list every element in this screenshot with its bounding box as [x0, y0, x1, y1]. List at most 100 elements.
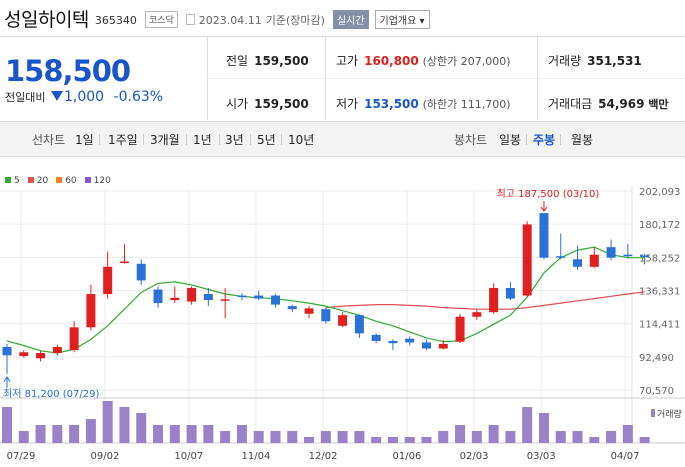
- volume-bar: [438, 431, 449, 443]
- stat-unit: 백만: [648, 98, 669, 111]
- quote-date: 2023.04.11: [198, 13, 262, 27]
- chart-period-tabs: 선차트 1일 1주일 3개월 1년 3년 5년 10년 봉차트 일봉 주봉 월봉: [0, 121, 685, 157]
- tab-1day[interactable]: 1일: [75, 133, 94, 147]
- candle: [589, 254, 599, 267]
- stat-value: 159,500: [254, 97, 309, 111]
- stat-value: 160,800: [364, 54, 419, 68]
- candle: [338, 315, 348, 326]
- high-annotation: 최고 187,500 (03/10): [497, 188, 600, 200]
- volume-bar: [488, 425, 499, 443]
- y-tick-label: 92,490: [639, 353, 674, 364]
- legend-label: 120: [93, 176, 111, 186]
- stock-header: 성일하이텍 365340 코스닥 2023.04.11 기준(장마감) 실시간 …: [0, 0, 685, 36]
- volume-bar: [203, 425, 214, 443]
- company-overview-button[interactable]: 기업개요 ▾: [374, 10, 430, 29]
- legend-swatch: [5, 177, 11, 183]
- candle: [86, 294, 96, 328]
- stat-label: 거래량: [548, 54, 582, 68]
- tab-3year[interactable]: 3년: [225, 133, 244, 147]
- volume-bar: [69, 425, 80, 443]
- market-badge: 코스닥: [144, 11, 178, 28]
- divider: [560, 134, 561, 145]
- tab-weekly-candle[interactable]: 주봉: [533, 133, 556, 147]
- stock-code: 365340: [94, 13, 137, 27]
- divider: [526, 134, 527, 145]
- change-label: 전일대비: [5, 91, 46, 104]
- volume-bar: [320, 431, 331, 443]
- volume-bar: [371, 437, 382, 443]
- volume-bar: [270, 431, 281, 443]
- volume-bar: [2, 407, 12, 443]
- candle: [220, 299, 230, 301]
- candle: [405, 338, 415, 343]
- stat-prev-close: 전일 159,500: [226, 52, 309, 69]
- volume-bar: [622, 425, 633, 443]
- y-tick-label: 114,411: [639, 320, 680, 331]
- stock-name: 성일하이텍: [4, 8, 89, 31]
- divider: [143, 134, 144, 145]
- candle: [287, 306, 297, 310]
- tab-10year[interactable]: 10년: [288, 133, 315, 147]
- candle-chart-label: 봉차트: [454, 133, 488, 147]
- stat-label: 시가: [226, 97, 249, 111]
- tab-1year[interactable]: 1년: [193, 133, 212, 147]
- chart-legend: 5 20 60 120: [5, 176, 119, 186]
- volume-bar: [136, 413, 147, 443]
- tab-daily-candle[interactable]: 일봉: [499, 133, 522, 147]
- candle: [321, 309, 331, 322]
- divider: [250, 134, 251, 145]
- volume-bar: [538, 413, 549, 443]
- legend-item: 60: [56, 176, 77, 186]
- legend-swatch: [56, 177, 63, 183]
- candle: [623, 254, 633, 257]
- candle: [170, 297, 180, 301]
- stat-label: 저가: [336, 97, 359, 111]
- candle: [203, 294, 213, 301]
- y-tick-label: 158,252: [639, 253, 680, 264]
- volume-bar: [455, 425, 466, 443]
- volume-bar: [253, 431, 264, 443]
- change-percent: -0.63%: [113, 89, 164, 105]
- tab-1week[interactable]: 1주일: [108, 133, 138, 147]
- divider: [99, 134, 100, 145]
- line-chart-label: 선차트: [32, 133, 66, 147]
- legend-label: 60: [65, 176, 77, 186]
- candle: [237, 295, 247, 298]
- candle: [304, 308, 314, 314]
- candle: [505, 287, 515, 299]
- volume-bar: [589, 437, 600, 443]
- document-icon: [185, 14, 195, 25]
- candle: [254, 295, 264, 299]
- volume-bar: [522, 407, 533, 443]
- candle: [371, 334, 381, 341]
- y-tick-label: 202,093: [639, 187, 680, 198]
- candle: [36, 353, 46, 359]
- stat-label: 전일: [226, 54, 249, 68]
- volume-bar: [35, 425, 46, 443]
- stat-value: 54,969: [598, 97, 645, 111]
- realtime-button[interactable]: 실시간: [332, 10, 369, 29]
- legend-item: 20: [27, 176, 49, 186]
- change-value: 1,000: [63, 89, 105, 105]
- stat-value: 153,500: [364, 97, 419, 111]
- volume-bar: [387, 437, 398, 443]
- tab-3month[interactable]: 3개월: [150, 133, 180, 147]
- x-tick-label: 01/06: [393, 451, 422, 462]
- candle: [388, 340, 398, 344]
- candle: [19, 352, 29, 357]
- lower-limit: (하한가 111,700): [422, 98, 511, 111]
- volume-bar: [505, 431, 516, 443]
- tab-5year[interactable]: 5년: [257, 133, 276, 147]
- legend-label: 20: [36, 176, 49, 186]
- volume-bar: [220, 431, 231, 443]
- volume-bar: [639, 437, 650, 443]
- volume-bar: [119, 407, 130, 443]
- current-price: 158,500: [5, 54, 131, 88]
- high-arrow-head: [540, 206, 548, 212]
- legend-swatch: [27, 177, 34, 183]
- tab-monthly-candle[interactable]: 월봉: [571, 133, 594, 147]
- divider: [186, 134, 187, 145]
- volume-bar: [354, 431, 365, 443]
- candlestick-chart: 202,093 180,172 158,252 136,331 114,411 92,49…: [0, 185, 685, 462]
- volume-bar: [85, 419, 96, 443]
